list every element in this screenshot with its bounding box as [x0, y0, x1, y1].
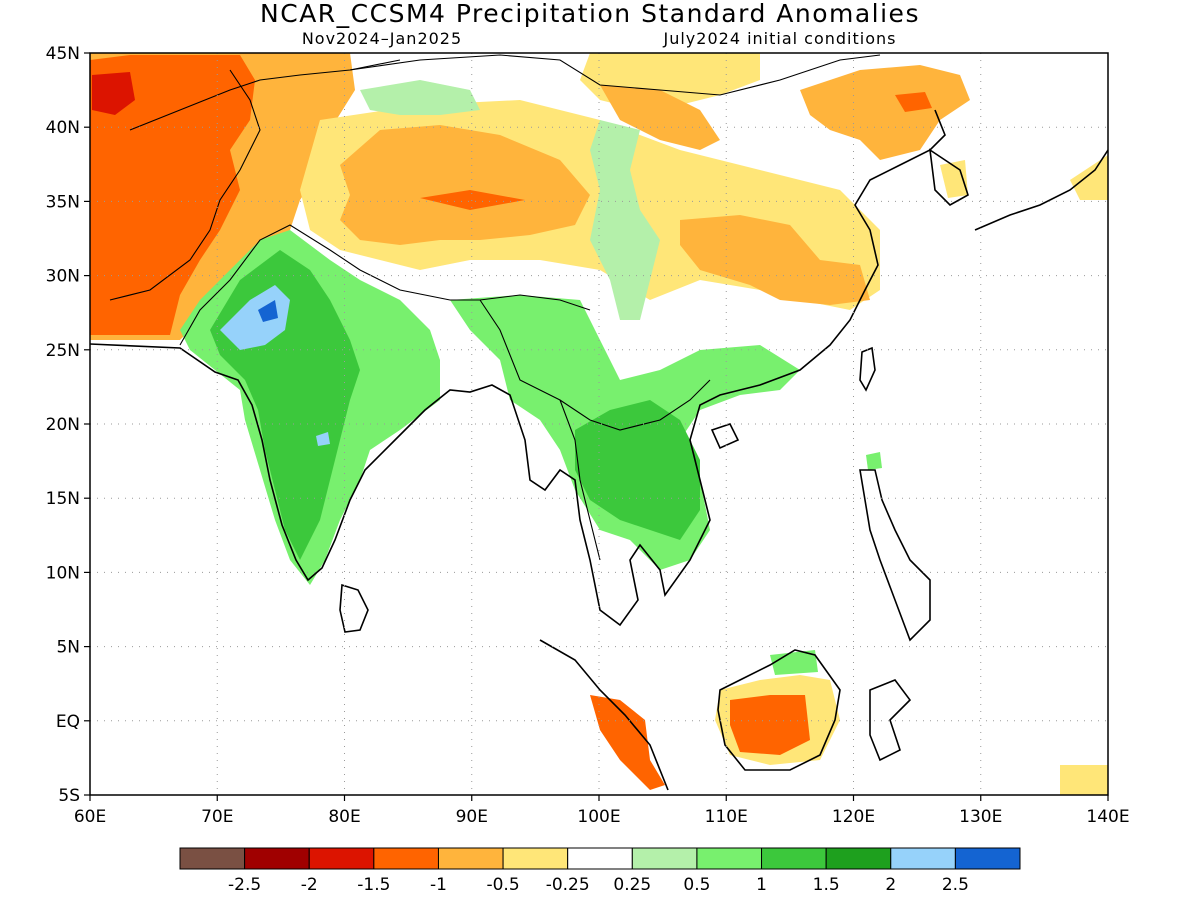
coastline-korea — [928, 148, 969, 206]
weak-wet-region-mongolia — [360, 80, 480, 115]
colorbar-swatch — [954, 847, 1021, 870]
border-china-mongolia — [349, 54, 881, 96]
coastline-philippines — [859, 469, 931, 642]
wet-spot-philippines — [866, 452, 882, 470]
strong-dry-region-sumatra — [590, 695, 665, 790]
colorbar-label: 2 — [885, 875, 896, 895]
country-borders — [109, 54, 881, 561]
map-subtitle-left: Nov2024–Jan2025 — [302, 29, 462, 48]
colorbar-swatch — [308, 847, 375, 870]
lat-tick-label: 15N — [46, 489, 80, 509]
colorbar-label: -0.25 — [546, 875, 590, 895]
colorbar-label: -1.5 — [357, 875, 390, 895]
colorbar-swatch — [825, 847, 892, 870]
colorbar-swatch — [502, 847, 569, 870]
colorbar-swatch — [179, 847, 246, 870]
dry-region-new-guinea — [1060, 765, 1108, 795]
strong-dry-region-pakistan — [90, 55, 255, 335]
colorbar-swatch — [567, 847, 633, 870]
very-wet-spot-deccan — [316, 432, 330, 446]
colorbar-swatch — [631, 847, 698, 870]
strong-wet-region-indochina — [575, 400, 700, 540]
weak-wet-region-south-china — [590, 120, 660, 320]
gridlines — [90, 53, 1108, 795]
lat-tick-label: EQ — [56, 712, 80, 732]
lon-tick-label: 90E — [456, 807, 488, 827]
colorbar-swatch — [373, 847, 439, 870]
lat-tick-label: 25N — [46, 341, 80, 361]
lon-tick-label: 70E — [201, 807, 233, 827]
colorbar: -2.5 -2 -1.5 -1 -0.5 -0.25 0.25 0.5 1 1.5 2 2.5 — [179, 847, 1021, 895]
dry-region-korea — [940, 160, 968, 198]
colorbar-label: -0.5 — [486, 875, 519, 895]
lat-tick-label: 35N — [46, 192, 80, 212]
border-myanmar-thailand — [559, 399, 601, 561]
dry-region-manchuria — [800, 65, 970, 160]
coastline-sulawesi — [869, 679, 912, 762]
map-subtitle-right: July2024 initial conditions — [663, 29, 897, 48]
lat-tick-label: 5N — [56, 638, 80, 658]
colorbar-label: 0.5 — [683, 875, 710, 895]
lon-tick-label: 120E — [832, 807, 875, 827]
wet-spot-borneo-north — [770, 650, 818, 675]
lon-tick-label: 100E — [577, 807, 620, 827]
coastline-taiwan — [859, 346, 876, 392]
anomaly-shading — [90, 53, 1108, 795]
border-indochina — [479, 299, 711, 431]
longitude-axis: 60E 70E 80E 90E 100E 110E 120E 130E 140E — [74, 795, 1130, 827]
lat-tick-label: 5S — [58, 786, 80, 806]
moderate-dry-region-east-china — [680, 215, 870, 305]
colorbar-label: -1 — [430, 875, 447, 895]
lat-tick-label: 30N — [46, 267, 80, 287]
dry-region-japan — [1070, 155, 1108, 200]
lat-tick-label: 45N — [46, 44, 80, 64]
lon-tick-label: 80E — [328, 807, 360, 827]
moderate-dry-region-mongolia — [600, 85, 720, 150]
strong-dry-core-tibet — [420, 190, 525, 210]
lon-tick-label: 140E — [1086, 807, 1129, 827]
lat-tick-label: 40N — [46, 118, 80, 138]
strong-dry-core-manchuria — [895, 92, 932, 112]
coastline-borneo — [717, 649, 841, 771]
extreme-wet-core-india — [258, 300, 278, 322]
colorbar-swatch — [437, 847, 504, 870]
colorbar-label: 1 — [756, 875, 767, 895]
coastline-sumatra — [539, 639, 669, 791]
lon-tick-label: 130E — [959, 807, 1002, 827]
very-wet-region-northwest-india — [220, 285, 290, 350]
colorbar-swatch — [696, 847, 763, 870]
moderate-dry-region-tibet — [340, 125, 590, 245]
colorbar-label: 1.5 — [813, 875, 840, 895]
lat-tick-label: 10N — [46, 563, 80, 583]
colorbar-label: 2.5 — [942, 875, 969, 895]
border-pakistan-afghanistan — [109, 69, 261, 301]
coastline-sri-lanka — [339, 583, 369, 633]
colorbar-swatch — [244, 847, 310, 870]
coastline-japan — [974, 149, 1108, 231]
colorbar-swatch — [761, 847, 827, 870]
latitude-axis: 45N 40N 35N 30N 25N 20N 15N 10N 5N EQ 5S — [46, 44, 90, 806]
coastline-hainan — [710, 423, 740, 450]
map-title: NCAR_CCSM4 Precipitation Standard Anomal… — [260, 0, 920, 28]
colorbar-label: 0.25 — [613, 875, 651, 895]
lat-tick-label: 20N — [46, 415, 80, 435]
lon-tick-label: 110E — [705, 807, 748, 827]
coastlines — [90, 109, 1108, 791]
colorbar-swatch — [890, 847, 956, 870]
colorbar-label: -2.5 — [228, 875, 261, 895]
coastline-south-asia — [90, 109, 946, 627]
strong-dry-region-borneo — [730, 695, 810, 755]
lon-tick-label: 60E — [74, 807, 106, 827]
border-south-asia — [179, 224, 591, 346]
severe-dry-region-northwest — [92, 72, 135, 115]
colorbar-label: -2 — [301, 875, 318, 895]
